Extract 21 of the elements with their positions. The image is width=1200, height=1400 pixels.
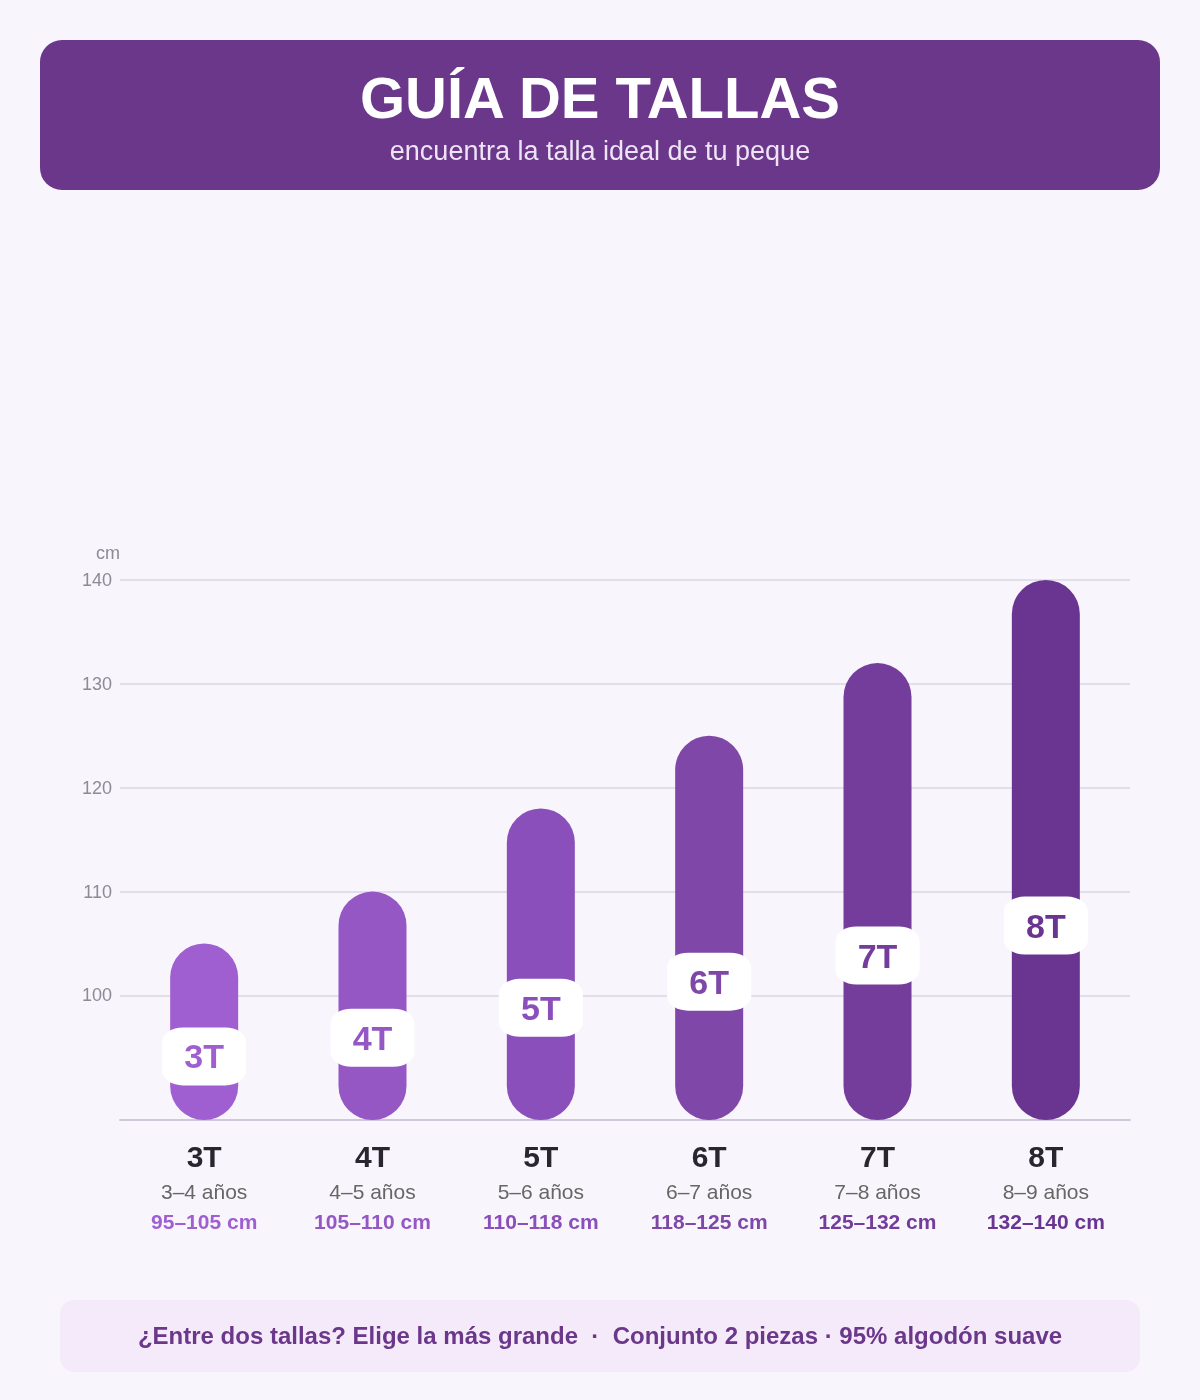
y-axis-title: cm — [96, 543, 120, 563]
chart-title: GUÍA DE TALLAS — [358, 65, 842, 130]
annotation: 3T — [184, 1037, 225, 1076]
annotation: 7T — [857, 936, 898, 975]
annotation: 4T — [352, 1018, 393, 1057]
y-tick-label: 120 — [81, 777, 112, 798]
annotation: 6T — [689, 962, 730, 1001]
annotation: 5T — [520, 988, 561, 1027]
x-tick-label: 4T 4–5 años 105–110 cm — [314, 1139, 431, 1233]
text: ¿Entre dos tallas? Elige la más grande · Conjunto 2 piezas · 95% algodón suave — [60, 1300, 1140, 1372]
x-tick-label: 8T 8–9 años 132–140 cm — [986, 1139, 1105, 1233]
annotation: 8T — [1025, 906, 1066, 945]
x-tick-label: 7T 7–8 años 125–132 cm — [818, 1139, 937, 1233]
y-tick-label: 130 — [81, 673, 112, 694]
x-tick-label: 3T 3–4 años 95–105 cm — [151, 1139, 258, 1233]
y-tick-label: 110 — [83, 881, 112, 902]
y-tick-label: 140 — [81, 570, 112, 590]
y-tick-label: 100 — [81, 985, 112, 1006]
x-tick-label: 6T 6–7 años 118–125 cm — [650, 1139, 768, 1233]
chart-subtitle: encuentra la talla ideal de tu peque — [388, 136, 812, 167]
x-tick-label: 5T 5–6 años 110–118 cm — [483, 1139, 599, 1233]
